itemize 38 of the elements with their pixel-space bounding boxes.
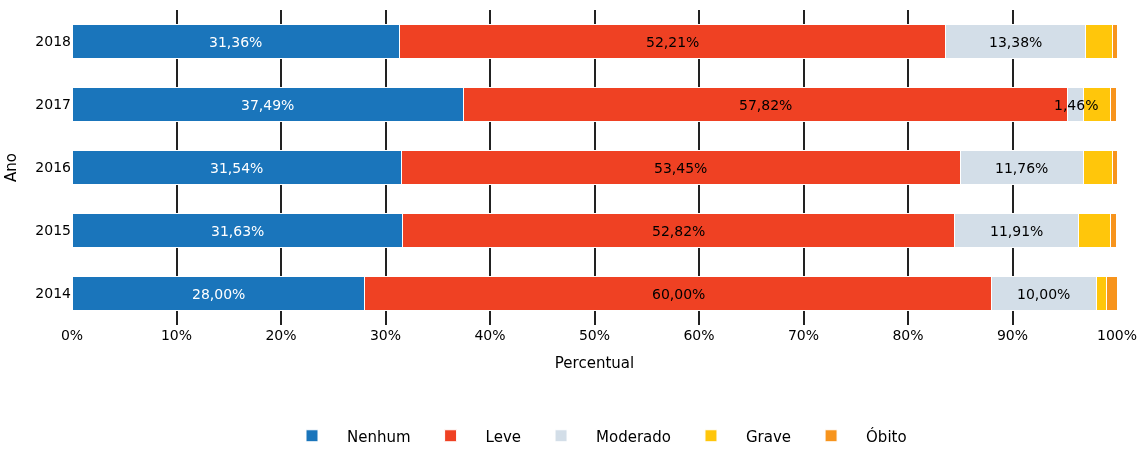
x-tick-label: 30%: [369, 327, 402, 343]
x-tick-label: 50%: [578, 327, 611, 343]
y-tick-label: 2015: [35, 222, 71, 239]
data-label: 31,36%: [209, 34, 263, 50]
data-label: 53,45%: [654, 160, 708, 176]
data-label: 57,82%: [739, 97, 793, 113]
legend-label: Moderado: [596, 427, 671, 446]
data-label: 60,00%: [652, 286, 706, 302]
legend-label: Leve: [485, 427, 522, 446]
x-tick-label: 80%: [892, 327, 924, 343]
x-tick-label: 70%: [787, 327, 820, 343]
data-label: 1,46%: [1054, 97, 1099, 113]
x-tick-label: 90%: [996, 327, 1029, 343]
data-label: 37,49%: [241, 97, 295, 113]
y-tick-label: 2018: [35, 33, 71, 50]
data-label: 11,91%: [990, 223, 1044, 239]
data-label: 13,38%: [989, 34, 1043, 50]
data-label: 52,82%: [652, 223, 706, 239]
x-tick-label: 0%: [60, 327, 84, 343]
legend-label: Grave: [745, 427, 792, 446]
x-tick-label: 40%: [474, 327, 506, 343]
data-label: 10,00%: [1017, 286, 1071, 302]
data-label: 31,54%: [210, 160, 264, 176]
data-label: 31,63%: [211, 223, 265, 239]
y-tick-label: 2016: [35, 159, 72, 176]
y-tick-label: 2017: [35, 96, 71, 113]
legend-label: Óbito: [866, 426, 907, 446]
data-label: 28,00%: [192, 286, 246, 302]
x-tick-label: 10%: [160, 327, 193, 343]
data-label: 11,76%: [995, 160, 1049, 176]
y-axis-title: Ano: [1, 153, 20, 182]
x-tick-label: 60%: [683, 327, 715, 343]
y-tick-label: 2014: [35, 285, 72, 302]
data-label: 52,21%: [646, 34, 700, 50]
legend-label: Nenhum: [347, 427, 411, 446]
x-tick-label: 100%: [1096, 327, 1138, 343]
x-tick-label: 20%: [265, 327, 297, 343]
x-axis-title: Percentual: [554, 354, 635, 372]
